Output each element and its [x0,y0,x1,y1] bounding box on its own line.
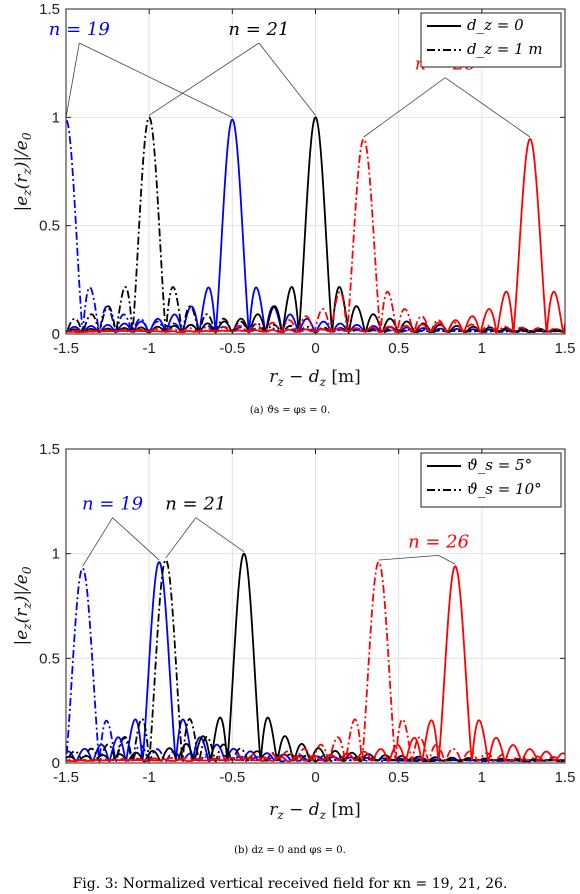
y-tick-label: 1.5 [39,1,60,18]
x-tick-label: -1 [142,340,155,357]
x-tick-label: 0.5 [388,340,409,357]
x-tick-label: -1 [142,769,155,786]
legend-label: d_z = 1 m [467,40,543,58]
annotation-leader-line [148,42,260,116]
x-tick-label: 1.5 [555,340,576,357]
y-tick-label: 0 [52,326,60,343]
annotation-label: n = 21 [228,19,289,40]
x-tick-label: -0.5 [219,340,245,357]
annotation-leader-line [445,77,531,138]
legend-label: d_z = 0 [467,16,524,34]
x-tick-label: 0 [311,340,319,357]
series-line-n26-dashdot [66,561,565,763]
legend-box [420,452,562,508]
x-tick-label: 1 [478,340,486,357]
figure-caption: Fig. 3: Normalized vertical received fie… [73,876,508,892]
legend-a: d_z = 0 d_z = 1 m [420,12,562,68]
y-tick-label: 0 [52,755,60,772]
legend-box [420,12,562,68]
ticks-b: -1.5 -1 -0.5 0 0.5 1 1.5 0 0.5 1 1.5 [39,441,575,786]
series-line-n26-dashdot [66,137,565,334]
x-tick-label: 0.5 [388,769,409,786]
x-tick-label: 1.5 [555,769,576,786]
chart-panel-a: n = 19n = 21n = 26 -1.5-1-0.500.511.500.… [12,1,575,416]
annotation-leader-line [65,42,80,118]
y-tick-label: 0.5 [39,218,60,235]
annotation-leader-line [195,517,245,552]
x-tick-label: -1.5 [53,769,79,786]
annotation-leader-line [165,517,197,559]
annotation-leader-line [363,77,446,138]
annotation-leader-line [82,517,113,567]
annotation-leader-line [258,42,316,116]
annotation-leader-line [438,555,456,565]
y-axis-label-b: |ez(rz)|/e0 [12,566,34,645]
y-tick-label: 1 [52,546,60,563]
annotation-leader-line [112,517,160,561]
y-tick-label: 1.5 [39,441,60,458]
annotation-label: n = 21 [165,494,226,515]
legend-label: ϑ_s = 5° [467,456,532,474]
ticks-a: -1.5 -1 -0.5 0 0.5 1 1.5 0 0.5 1 1.5 [39,1,575,357]
chart-panel-b: n = 19 n = 21 n = 26 -1.5 -1 -0.5 0 0.5 1 1.5 0 0.… [12,441,575,856]
x-tick-label: 0 [311,769,319,786]
y-axis-label-a: |ez(rz)|/e0 [12,132,34,211]
y-tick-label: 0.5 [39,650,60,667]
y-tick-label: 1 [52,109,60,126]
annotations-b: n = 19 n = 21 n = 26 [82,494,469,567]
annotation-leader-line [79,42,233,118]
annotation-label: n = 19 [82,494,143,515]
annotation-label: n = 26 [408,531,469,552]
x-tick-label: -0.5 [219,769,245,786]
series-line-n21-solid [66,116,565,334]
x-axis-label-b: rz − dz [m] [269,800,361,822]
subcaption-b: (b) dz = 0 and φs = 0. [234,845,346,856]
x-tick-label: -1.5 [53,340,79,357]
subcaption-a: (a) ϑs = φs = 0. [250,405,330,416]
annotation-label: n = 19 [49,19,110,40]
x-tick-label: 1 [478,769,486,786]
annotation-leader-line [378,554,439,561]
x-axis-label-a: rz − dz [m] [269,367,361,389]
legend-b: ϑ_s = 5° ϑ_s = 10° [420,452,562,508]
legend-label: ϑ_s = 10° [467,480,542,498]
